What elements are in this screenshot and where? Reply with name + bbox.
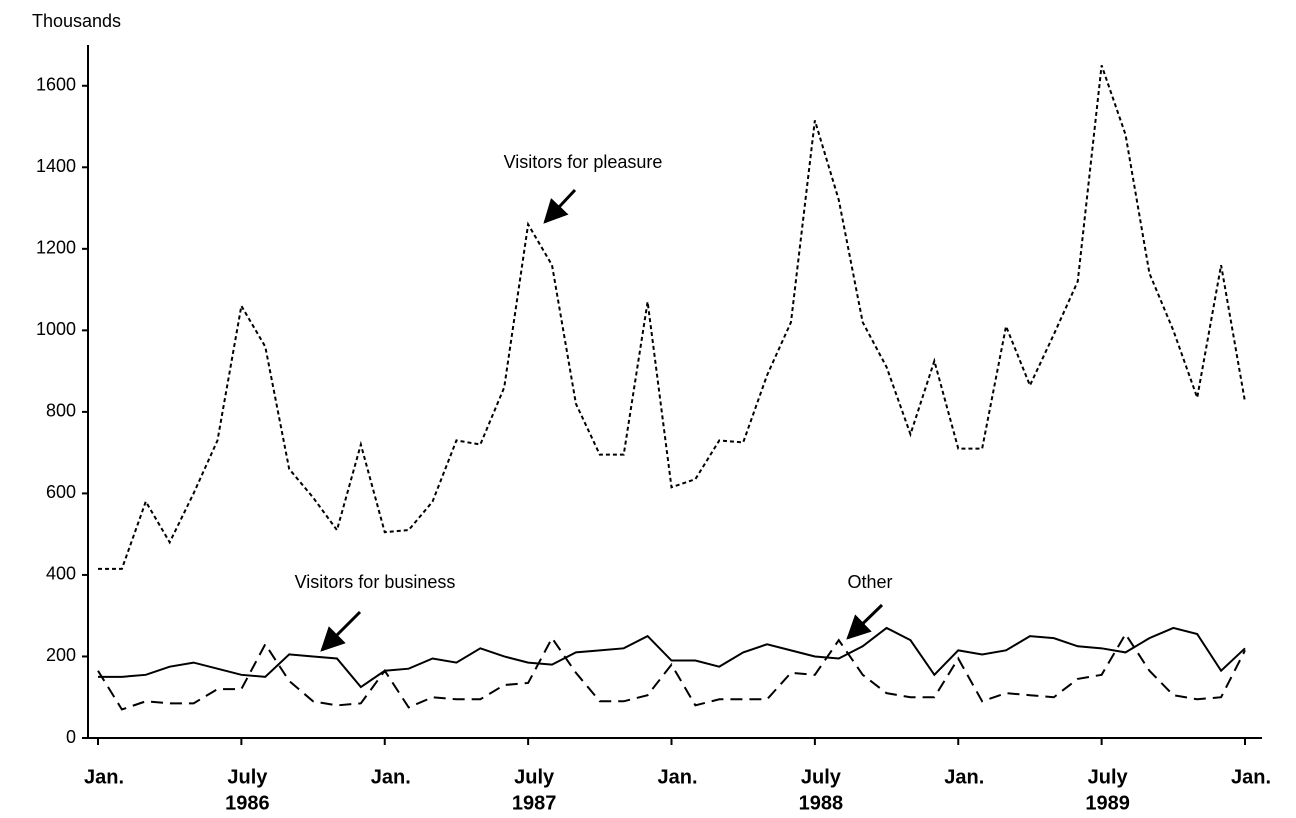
y-tick-label: 800 bbox=[46, 401, 76, 421]
annotation-arrow bbox=[320, 610, 362, 652]
y-tick-label: 1400 bbox=[36, 156, 76, 176]
y-axis-label: Thousands bbox=[32, 11, 121, 31]
series-annotation: Other bbox=[847, 572, 892, 592]
x-year-label: 1989 bbox=[1085, 792, 1130, 814]
x-tick-label: July bbox=[514, 766, 555, 788]
annotation-arrow bbox=[543, 188, 577, 224]
y-tick-label: 1200 bbox=[36, 238, 76, 258]
series-line bbox=[98, 626, 1246, 689]
x-tick-label: Jan. bbox=[1231, 766, 1271, 788]
y-tick-label: 200 bbox=[46, 645, 76, 665]
series-annotation: Visitors for business bbox=[295, 572, 456, 592]
x-tick-label: July bbox=[227, 766, 268, 788]
y-tick-label: 0 bbox=[66, 727, 76, 747]
y-tick-label: 1600 bbox=[36, 75, 76, 95]
x-year-label: 1987 bbox=[512, 792, 557, 814]
series-line bbox=[97, 632, 1246, 711]
x-tick-label: July bbox=[1088, 766, 1129, 788]
y-tick-label: 600 bbox=[46, 482, 76, 502]
x-tick-label: Jan. bbox=[657, 766, 697, 788]
x-tick-label: July bbox=[801, 766, 842, 788]
x-tick-label: Jan. bbox=[371, 766, 411, 788]
y-tick-label: 1000 bbox=[36, 319, 76, 339]
x-tick-label: Jan. bbox=[944, 766, 984, 788]
series-annotation: Visitors for pleasure bbox=[504, 152, 663, 172]
y-tick-label: 400 bbox=[46, 564, 76, 584]
x-year-label: 1986 bbox=[225, 792, 270, 814]
x-year-label: 1988 bbox=[799, 792, 844, 814]
x-tick-label: Jan. bbox=[84, 766, 124, 788]
annotation-arrow bbox=[846, 603, 884, 640]
series-line bbox=[98, 65, 1246, 570]
